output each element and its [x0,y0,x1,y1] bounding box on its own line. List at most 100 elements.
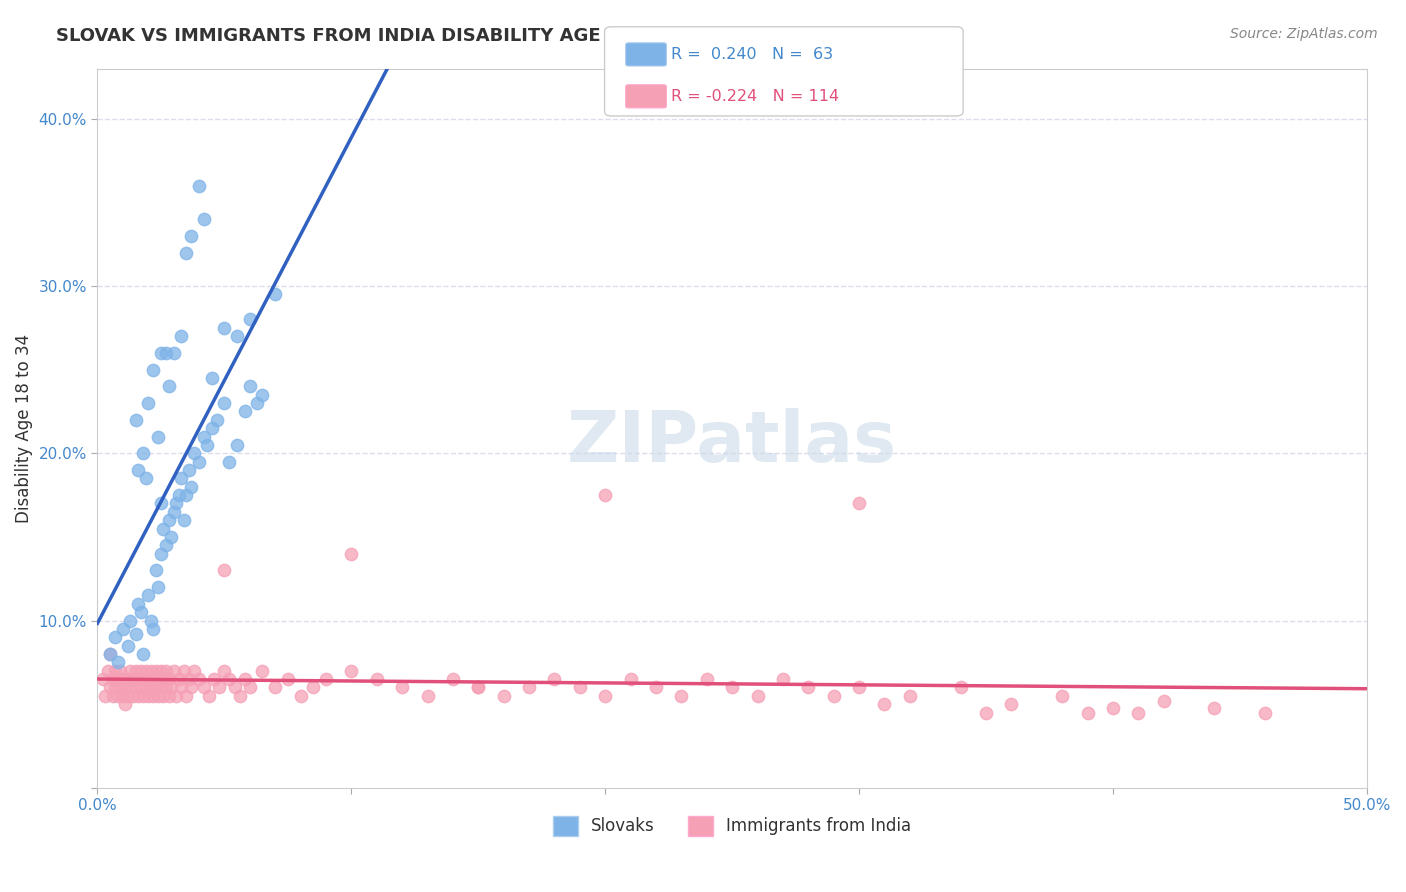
Point [104,681,127,695]
Point [135,664,157,678]
Point [391,681,413,695]
Point [142,362,165,376]
Point [302,681,325,695]
Point [620,672,643,686]
Point [145,681,167,695]
Point [173,513,195,527]
Point [180,228,202,243]
Point [239,681,262,695]
Point [155,538,177,552]
Point [114,697,136,711]
Point [290,689,312,703]
Point [568,681,591,695]
Point [148,580,170,594]
Point [129,605,152,619]
Point [823,689,845,703]
Point [145,563,167,577]
Point [188,455,211,469]
Point [188,672,211,686]
Point [1102,700,1125,714]
Point [149,664,172,678]
Point [152,522,174,536]
Point [148,672,170,686]
Point [107,656,129,670]
Point [873,697,896,711]
Point [233,672,256,686]
Point [114,681,136,695]
Point [162,664,184,678]
Point [155,346,177,360]
Point [205,413,228,427]
Point [593,689,616,703]
Point [183,446,205,460]
Point [264,681,287,695]
Point [214,563,236,577]
Point [122,689,145,703]
Point [226,438,249,452]
Point [91,672,114,686]
Point [340,664,363,678]
Point [136,589,159,603]
Point [127,597,149,611]
Point [132,689,155,703]
Point [124,413,146,427]
Point [218,455,240,469]
Point [848,681,870,695]
Point [110,681,132,695]
Point [129,681,152,695]
Point [974,706,997,720]
Point [142,689,165,703]
Point [142,622,165,636]
Point [155,681,177,695]
Point [120,681,142,695]
Point [98,647,121,661]
Point [246,396,269,410]
Point [107,672,129,686]
Point [155,664,177,678]
Point [136,689,159,703]
Point [124,664,146,678]
Text: SLOVAK VS IMMIGRANTS FROM INDIA DISABILITY AGE 18 TO 34 CORRELATION CHART: SLOVAK VS IMMIGRANTS FROM INDIA DISABILI… [56,27,918,45]
Point [157,689,180,703]
Point [277,672,299,686]
Point [645,681,668,695]
Point [170,329,193,343]
Point [120,614,142,628]
Point [193,681,215,695]
Point [797,681,820,695]
Point [233,404,256,418]
Point [160,681,183,695]
Point [122,672,145,686]
Point [180,480,202,494]
Point [1153,694,1175,708]
Point [898,689,921,703]
Point [167,672,190,686]
Point [149,547,172,561]
Point [142,672,165,686]
Point [94,689,117,703]
Y-axis label: Disability Age 18 to 34: Disability Age 18 to 34 [15,334,32,523]
Point [101,672,124,686]
Point [101,689,124,703]
Point [124,627,146,641]
Point [173,664,195,678]
Point [111,689,134,703]
Point [117,639,139,653]
Point [132,647,155,661]
Point [127,672,149,686]
Point [239,379,262,393]
Point [366,672,388,686]
Text: R =  0.240   N =  63: R = 0.240 N = 63 [671,47,832,62]
Point [139,614,162,628]
Point [117,689,139,703]
Point [132,672,155,686]
Point [177,672,200,686]
Point [111,672,134,686]
Point [176,245,198,260]
Point [132,446,155,460]
Point [104,664,127,678]
Point [467,681,489,695]
Point [149,496,172,510]
Point [492,689,515,703]
Point [148,429,170,443]
